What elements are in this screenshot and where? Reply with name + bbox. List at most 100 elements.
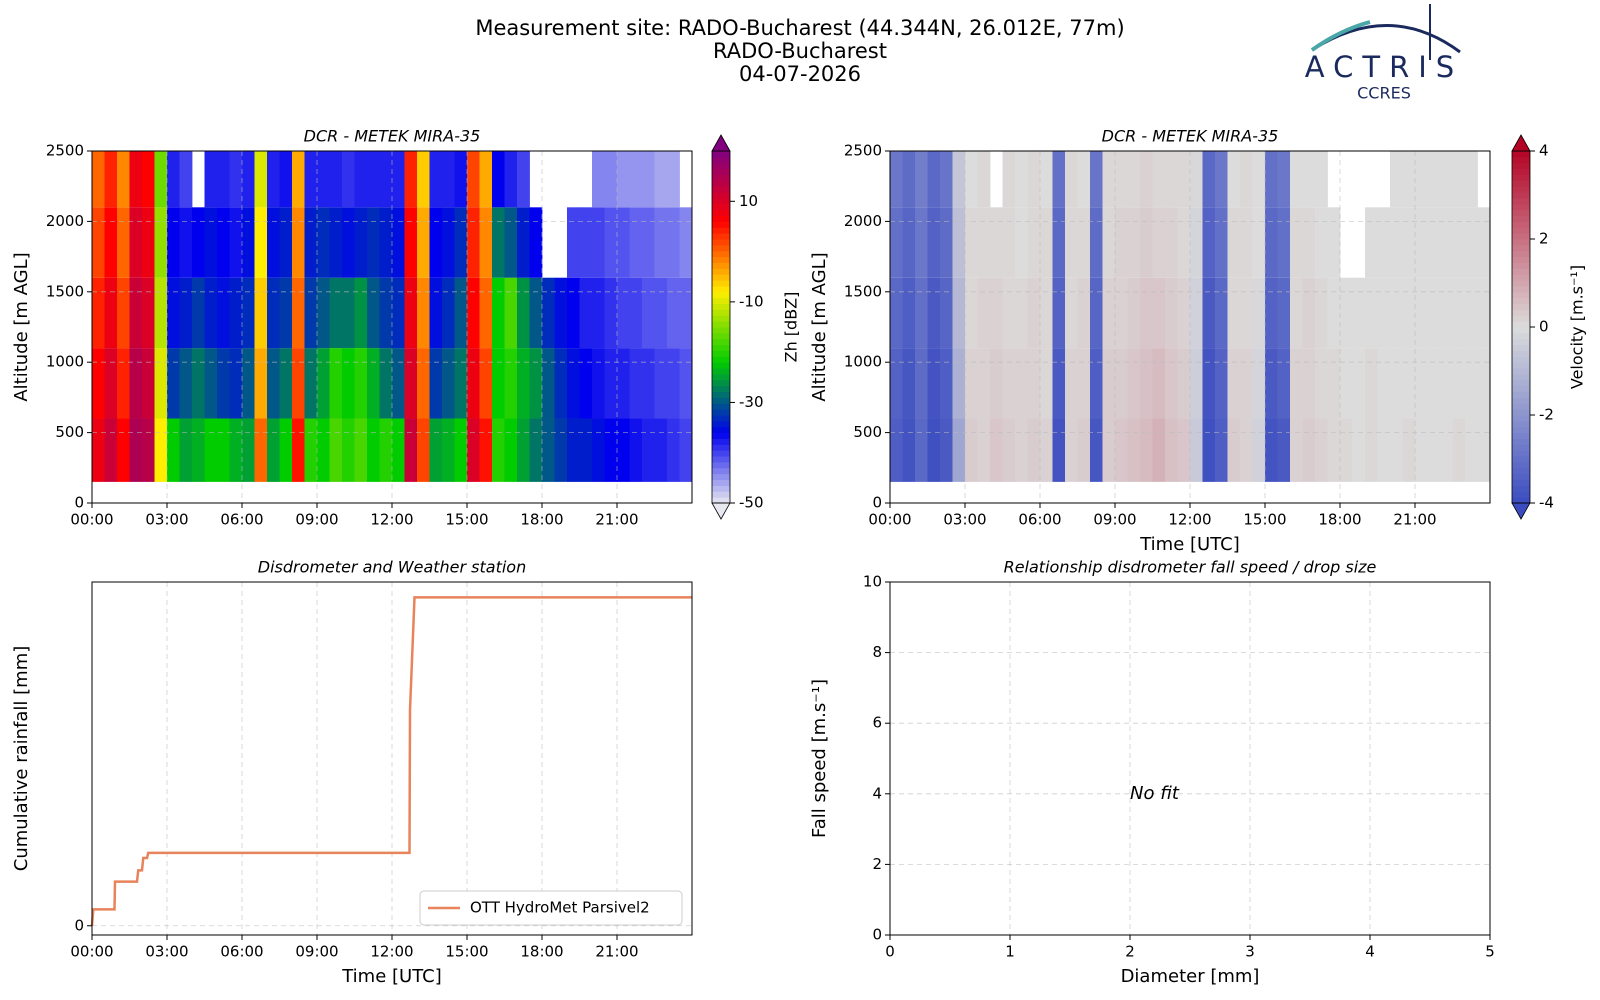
heatmap-cell (567, 277, 580, 349)
colorbar-step (712, 432, 730, 439)
heatmap-cell (417, 277, 430, 349)
colorbar-step (1512, 215, 1530, 222)
colorbar-step (712, 209, 730, 217)
heatmap-cell (1227, 348, 1241, 419)
heatmap-cell (192, 348, 205, 419)
panel: Disdrometer and Weather station OTT Hydro… (11, 558, 693, 987)
heatmap-cell (890, 207, 903, 278)
heatmap-cell (1440, 207, 1453, 278)
heatmap-cell (504, 277, 518, 349)
heatmap-cell (977, 418, 991, 482)
heatmap-cell (292, 277, 305, 349)
colorbar-label: Zh [dBZ] (782, 292, 801, 363)
heatmap-cell (1452, 418, 1466, 482)
heatmap-cell (1127, 151, 1141, 208)
heatmap-cell (579, 348, 593, 419)
heatmap-cell (1302, 277, 1316, 349)
heatmap-cell (629, 418, 643, 482)
colorbar-step (712, 438, 730, 445)
heatmap-cell (529, 348, 543, 419)
colorbar-step (1512, 256, 1530, 263)
heatmap-cell (1402, 277, 1416, 349)
y-tick-label: 0 (872, 494, 882, 512)
heatmap-cell (1352, 277, 1366, 349)
heatmap-cell (229, 348, 243, 419)
heatmap-cell (1240, 207, 1253, 278)
colorbar-step (712, 479, 730, 486)
heatmap-cell (1327, 277, 1341, 349)
site-name: RADO-Bucharest (713, 39, 887, 63)
heatmap-cell (179, 207, 193, 278)
heatmap-cell (379, 348, 393, 419)
heatmap-cell (617, 207, 630, 278)
heatmap-cell (902, 277, 916, 349)
heatmap-cell (952, 348, 966, 419)
heatmap-cell (1152, 348, 1166, 419)
colorbar-step (1512, 379, 1530, 387)
heatmap-cell (1027, 207, 1041, 278)
colorbar-step (1512, 227, 1530, 234)
heatmap-cell (204, 348, 218, 419)
heatmap-cell (902, 418, 916, 482)
heatmap-cell (1040, 207, 1053, 278)
heatmap-cell (554, 348, 568, 419)
heatmap-cell (1327, 348, 1341, 419)
heatmap-cell (1352, 418, 1366, 482)
heatmap-cell (542, 418, 555, 482)
heatmap-cell (304, 348, 318, 419)
heatmap-cell (1077, 277, 1091, 349)
heatmap-cell (204, 207, 218, 278)
heatmap-cell (1265, 277, 1278, 349)
heatmap-cell (204, 277, 218, 349)
y-tick-label: 8 (872, 643, 882, 661)
y-tick-label: 1000 (844, 353, 882, 371)
heatmap-cell (1065, 348, 1078, 419)
heatmap-cell (1027, 348, 1041, 419)
y-tick-label: 0 (74, 494, 84, 512)
heatmap-cell (479, 348, 493, 419)
heatmap-cell (1452, 277, 1466, 349)
heatmap-cell (1327, 418, 1341, 482)
heatmap-cell (217, 151, 230, 208)
colorbar-step (1512, 209, 1530, 217)
heatmap-cell (1102, 418, 1116, 482)
heatmap-cell (467, 151, 480, 208)
legend-label: OTT HydroMet Parsivel2 (470, 899, 650, 917)
heatmap-cell (167, 348, 180, 419)
heatmap-cell (1452, 348, 1466, 419)
heatmap-cell (229, 277, 243, 349)
y-tick-label: 1500 (46, 282, 84, 300)
heatmap-cell (1065, 418, 1078, 482)
heatmap-cell (579, 418, 593, 482)
colorbar-step (1512, 479, 1530, 486)
colorbar-step (712, 274, 730, 281)
heatmap-cell (179, 277, 193, 349)
heatmap-cell (1215, 418, 1228, 482)
heatmap-cell (592, 418, 605, 482)
colorbar-step (712, 168, 730, 175)
heatmap-cell (990, 207, 1003, 278)
colorbar-step (1512, 426, 1530, 434)
heatmap-cell (504, 348, 518, 419)
heatmap-cell (579, 207, 593, 278)
heatmap-cell (1252, 207, 1266, 278)
colorbar-step (712, 197, 730, 205)
heatmap-cell (1390, 348, 1403, 419)
colorbar-step (1512, 350, 1530, 357)
colorbar-tick-label: -2 (1539, 406, 1554, 424)
heatmap-cell (990, 277, 1003, 349)
heatmap-cell (1127, 348, 1141, 419)
heatmap-cell (965, 348, 978, 419)
heatmap-cell (417, 348, 430, 419)
heatmap-cell (242, 277, 255, 349)
heatmap-cell (292, 207, 305, 278)
x-tick-label: 18:00 (520, 511, 563, 529)
colorbar-step (1512, 444, 1530, 451)
colorbar-step (1512, 268, 1530, 275)
y-tick-label: 0 (872, 926, 882, 944)
heatmap-cell (1315, 418, 1328, 482)
heatmap-cell (242, 348, 255, 419)
heatmap-cell (1315, 277, 1328, 349)
heatmap-cell (1252, 348, 1266, 419)
heatmap-cell (902, 348, 916, 419)
